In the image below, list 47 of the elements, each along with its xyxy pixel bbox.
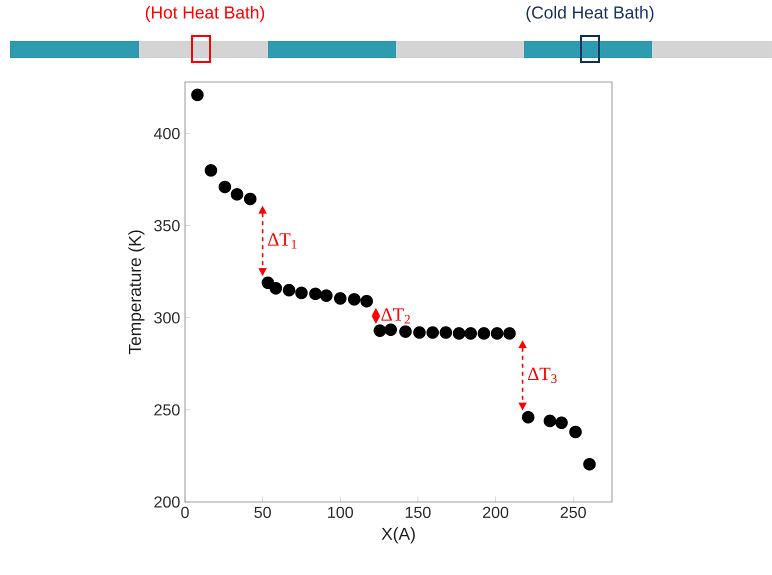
point [413,326,426,339]
point [464,327,477,340]
point [282,284,296,296]
point [334,292,347,305]
point [309,288,322,300]
x-tick-label: 0 [181,506,189,518]
point [452,327,466,340]
point [399,325,412,338]
text: (Cold Heat Bath) [526,6,654,22]
point [348,293,361,306]
y-tick-label: 250 [154,404,180,416]
annotation: ΔT$_{3}$ [528,368,557,384]
point [295,286,308,300]
point [544,414,556,428]
x-tick-label: 50 [254,506,271,518]
point [204,164,218,177]
point [374,324,386,337]
point [384,323,398,336]
point [555,416,568,430]
x-tick-label: 150 [406,506,431,518]
y-axis-title: Temperature (K) [128,230,144,354]
annotation: ΔT$_{2}$ [381,308,410,324]
point [583,458,596,470]
annotation: ΔT$_{1}$ [268,233,296,248]
point [270,282,282,295]
x-tick-label: 100 [328,506,353,518]
point [360,294,373,308]
point [320,289,333,302]
y-tick-label: 200 [154,496,180,508]
text: (Hot Heat Bath) [146,6,264,22]
y-tick-label: 400 [154,128,180,140]
point [478,327,490,340]
point [230,188,244,201]
y-tick-label: 300 [154,312,180,324]
point [522,410,534,424]
point [218,180,232,194]
point [490,327,504,340]
point [440,326,452,339]
x-tick-label: 250 [560,506,586,518]
x-tick-label: 200 [482,506,508,518]
y-tick-label: 350 [154,220,180,232]
x-axis-title: X(A) [382,527,415,544]
point [191,88,204,102]
point [426,326,439,339]
point [503,327,516,340]
point [244,192,256,206]
point [569,426,582,438]
